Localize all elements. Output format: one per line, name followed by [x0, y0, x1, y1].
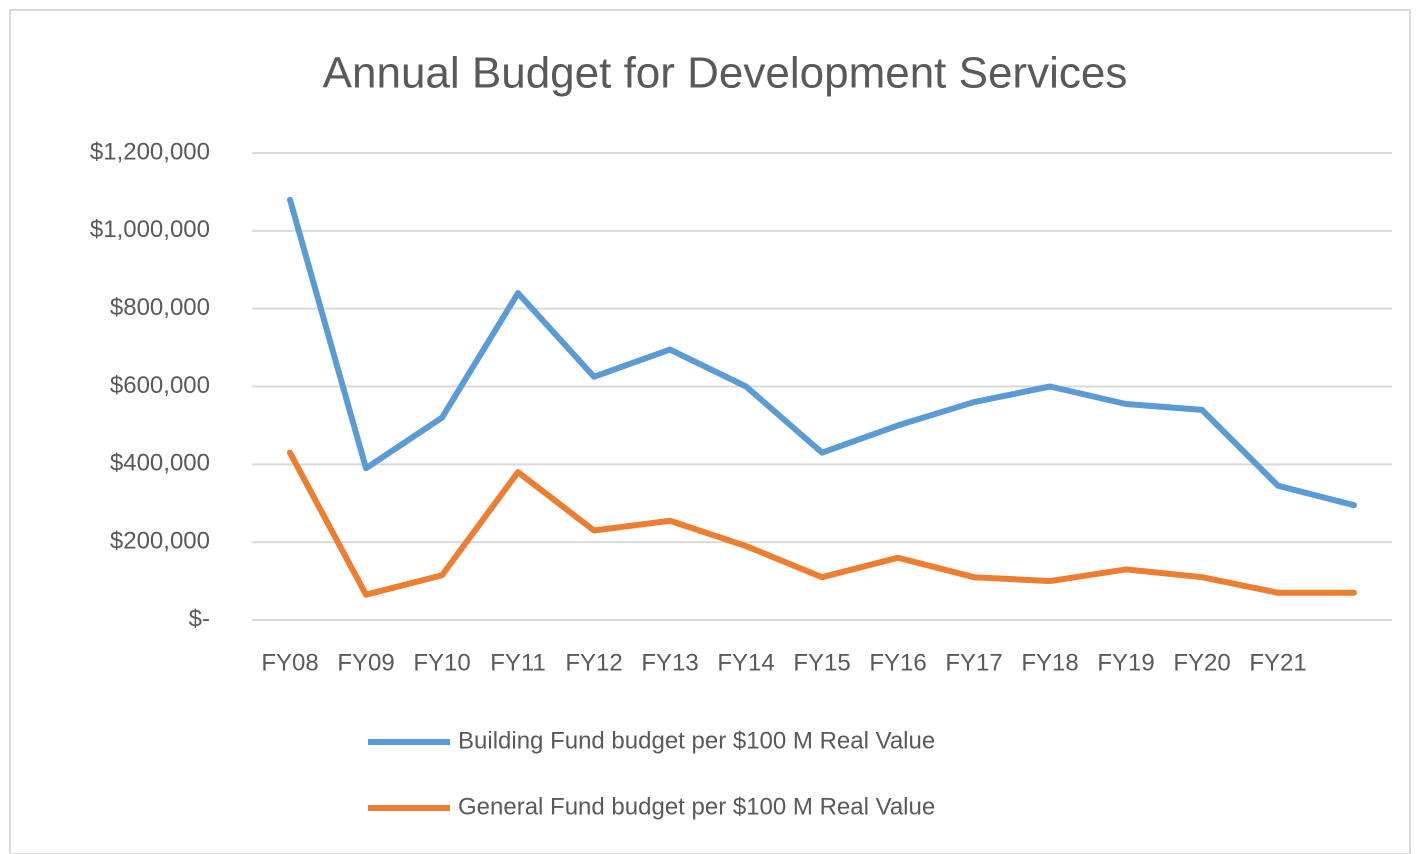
- y-tick-label: $200,000: [110, 528, 210, 555]
- x-tick-label: FY19: [1097, 649, 1154, 676]
- chart-border: [9, 9, 1411, 854]
- series-line: [287, 449, 1357, 598]
- legend-label: General Fund budget per $100 M Real Valu…: [458, 793, 935, 820]
- x-tick-label: FY15: [793, 649, 850, 676]
- x-tick-label: FY17: [945, 649, 1002, 676]
- x-tick-label: FY20: [1173, 649, 1230, 676]
- x-tick-label: FY14: [717, 649, 774, 676]
- y-tick-label: $-: [189, 605, 210, 632]
- y-tick-label: $1,200,000: [90, 138, 210, 165]
- x-tick-label: FY12: [565, 649, 622, 676]
- x-tick-label: FY08: [261, 649, 318, 676]
- y-tick-label: $800,000: [110, 294, 210, 321]
- x-tick-label: FY09: [337, 649, 394, 676]
- x-tick-label: FY10: [413, 649, 470, 676]
- x-tick-label: FY13: [641, 649, 698, 676]
- legend-label: Building Fund budget per $100 M Real Val…: [458, 727, 935, 754]
- y-tick-label: $400,000: [110, 450, 210, 477]
- chart-title: Annual Budget for Development Services: [323, 49, 1128, 98]
- y-tick-label: $600,000: [110, 372, 210, 399]
- x-tick-label: FY18: [1021, 649, 1078, 676]
- y-tick-label: $1,000,000: [90, 216, 210, 243]
- x-tick-label: FY16: [869, 649, 926, 676]
- x-tick-label: FY11: [490, 649, 546, 676]
- series-line: [287, 196, 1357, 509]
- x-tick-label: FY21: [1249, 649, 1306, 676]
